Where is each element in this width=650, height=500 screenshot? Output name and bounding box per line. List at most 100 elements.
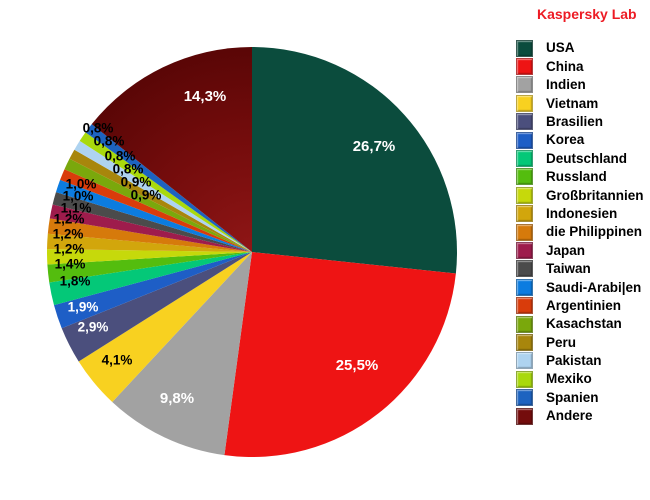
legend-swatch-icon bbox=[516, 407, 533, 425]
pie-slice-spanien bbox=[85, 124, 252, 252]
slice-value-label: 1,8% bbox=[60, 274, 91, 289]
legend-swatch-icon bbox=[516, 278, 533, 296]
legend-swatch-icon bbox=[516, 39, 533, 57]
pie-slice-korea bbox=[54, 252, 252, 329]
pie-slice-taiwan bbox=[52, 192, 252, 252]
pie-slice-indonesien bbox=[47, 233, 252, 252]
legend-swatch-icon bbox=[516, 76, 533, 94]
legend-label: Indien bbox=[546, 77, 586, 93]
legend-swatch-icon bbox=[516, 370, 533, 388]
legend-item: Großbritannien bbox=[516, 186, 644, 204]
legend-label: Japan bbox=[546, 242, 586, 258]
pie-slice-usa bbox=[252, 47, 458, 274]
pie-slice-japan bbox=[49, 204, 252, 252]
legend-item: Japan bbox=[516, 241, 644, 259]
legend-swatch-icon bbox=[516, 260, 533, 278]
pie-slice-pakistan bbox=[74, 140, 252, 252]
pie-slice-gro-britannien bbox=[46, 249, 253, 265]
legend-item: Korea bbox=[516, 131, 644, 149]
slice-value-label: 0,9% bbox=[121, 175, 152, 190]
slice-value-label: 0,8% bbox=[105, 149, 136, 164]
pie-slice-mexiko bbox=[79, 132, 252, 252]
legend-swatch-icon bbox=[516, 205, 533, 223]
chart-legend: USA China Indien Vietnam Brasilien Korea Deuts… bbox=[516, 39, 644, 425]
legend-label: Korea bbox=[546, 132, 585, 148]
pie-slice-die-philippinen bbox=[47, 218, 252, 252]
pie-slice-brasilien bbox=[61, 252, 252, 362]
legend-swatch-icon bbox=[516, 94, 533, 112]
legend-swatch-icon bbox=[516, 168, 533, 186]
slice-value-label: 0,9% bbox=[131, 188, 162, 203]
legend-item: Pakistan bbox=[516, 352, 644, 370]
pie-slice-russland bbox=[47, 252, 252, 283]
slice-value-label: 1,2% bbox=[54, 212, 85, 227]
legend-swatch-icon bbox=[516, 241, 533, 259]
legend-item: Indonesien bbox=[516, 205, 644, 223]
legend-item: Brasilien bbox=[516, 113, 644, 131]
slice-value-label: 0,8% bbox=[83, 121, 114, 136]
pie-slice-peru bbox=[69, 149, 252, 252]
legend-swatch-icon bbox=[516, 315, 533, 333]
slice-value-label: 9,8% bbox=[160, 390, 194, 407]
slice-value-label: 1,0% bbox=[63, 189, 94, 204]
pie-slice-andere bbox=[91, 47, 252, 252]
pie-slice-vietnam bbox=[78, 252, 253, 402]
legend-item: Kasachstan bbox=[516, 315, 644, 333]
legend-label: Taiwan bbox=[546, 261, 591, 277]
legend-label: Pakistan bbox=[546, 353, 602, 369]
pie-slice-argentinien bbox=[60, 169, 253, 252]
slice-value-label: 14,3% bbox=[184, 88, 227, 105]
slice-value-label: 1,2% bbox=[53, 227, 84, 242]
slice-value-label: 25,5% bbox=[336, 357, 379, 374]
legend-item: Andere bbox=[516, 407, 644, 425]
legend-swatch-icon bbox=[516, 389, 533, 407]
legend-item: Russland bbox=[516, 168, 644, 186]
legend-swatch-icon bbox=[516, 58, 533, 76]
legend-item: Peru bbox=[516, 333, 644, 351]
legend-swatch-icon bbox=[516, 297, 533, 315]
legend-label: Vietnam bbox=[546, 95, 599, 111]
legend-item: Deutschland bbox=[516, 149, 644, 168]
slice-value-label: 1,4% bbox=[55, 257, 86, 272]
legend-item: Argentinien bbox=[516, 296, 644, 315]
legend-label: Brasilien bbox=[546, 114, 604, 129]
pie-slice-indien bbox=[112, 252, 252, 456]
legend-label: Großbritannien bbox=[546, 187, 644, 203]
slice-value-label: 1,0% bbox=[66, 177, 97, 192]
legend-item: Taiwan bbox=[516, 260, 644, 278]
legend-item: die Philippinen bbox=[516, 223, 644, 241]
legend-label: Mexiko bbox=[546, 371, 592, 387]
legend-swatch-icon bbox=[516, 150, 533, 168]
legend-item: Saudi-Arabi|en bbox=[516, 278, 644, 296]
legend-label: Indonesien bbox=[546, 205, 618, 221]
legend-label: Russland bbox=[546, 169, 607, 185]
legend-label: Deutschland bbox=[546, 150, 628, 166]
pie-slice-saudi-arabi-en bbox=[55, 179, 253, 252]
legend-swatch-icon bbox=[516, 223, 533, 241]
pie-slice-deutschland bbox=[49, 252, 252, 306]
slice-value-label: 1,1% bbox=[61, 201, 92, 216]
legend-item: China bbox=[516, 57, 644, 76]
slice-value-label: 0,8% bbox=[94, 134, 125, 149]
legend-item: USA bbox=[516, 39, 644, 57]
legend-item: Vietnam bbox=[516, 94, 644, 112]
legend-swatch-icon bbox=[516, 352, 533, 370]
legend-item: Spanien bbox=[516, 388, 644, 407]
slice-value-label: 26,7% bbox=[353, 138, 396, 155]
legend-label: Peru bbox=[546, 334, 577, 350]
legend-swatch-icon bbox=[516, 186, 533, 204]
legend-label: USA bbox=[546, 40, 575, 56]
legend-label: die Philippinen bbox=[546, 224, 643, 240]
legend-swatch-icon bbox=[516, 333, 533, 351]
slice-value-label: 2,9% bbox=[78, 320, 109, 335]
slice-value-label: 1,9% bbox=[68, 300, 99, 315]
slice-value-label: 0,8% bbox=[113, 162, 144, 177]
legend-label: Kasachstan bbox=[546, 316, 622, 332]
legend-swatch-icon bbox=[516, 113, 533, 131]
legend-label: Andere bbox=[546, 408, 593, 424]
brand-logo: Kaspersky Lab bbox=[537, 6, 637, 22]
slice-value-label: 4,1% bbox=[102, 353, 133, 368]
pie-slice-china bbox=[224, 252, 456, 458]
